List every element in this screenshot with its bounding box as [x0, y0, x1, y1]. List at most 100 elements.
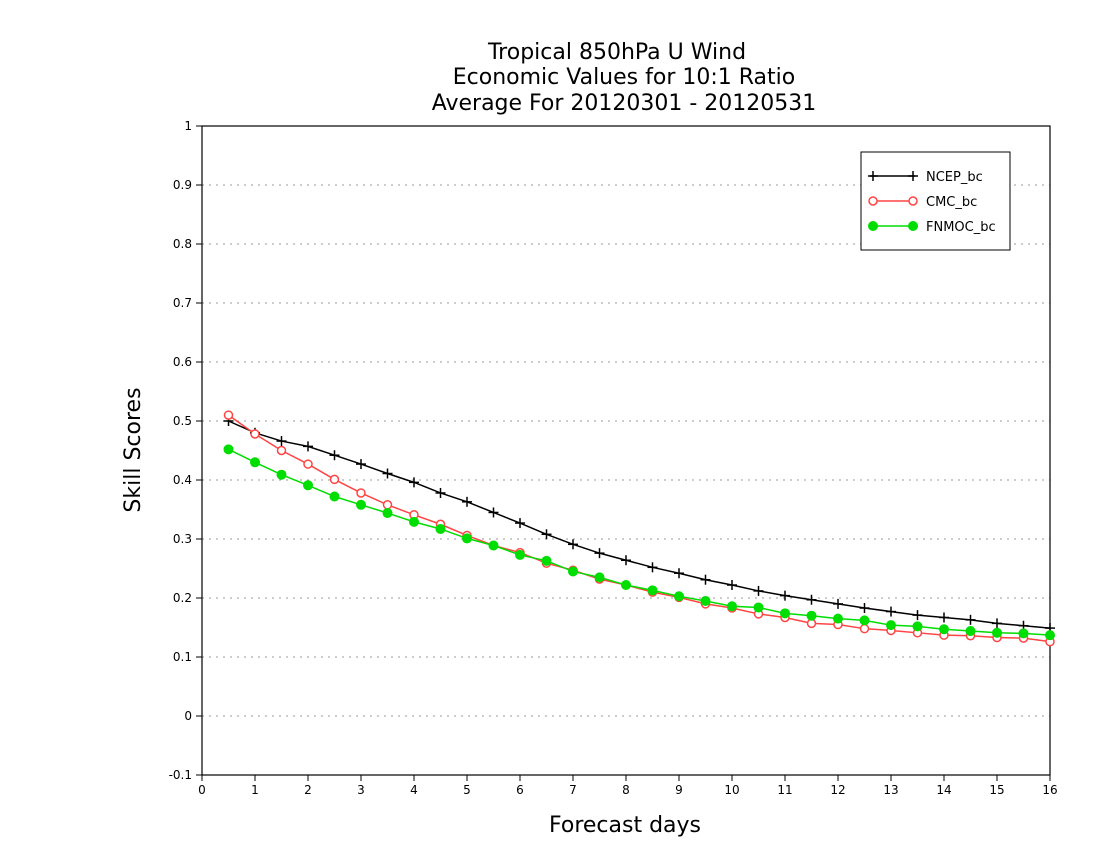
y-tick-label: 0.9	[173, 178, 192, 192]
series-ncep-bc	[223, 416, 1055, 634]
legend-marker-fnmoc-bc	[868, 221, 878, 231]
data-point-ncep-bc	[647, 562, 658, 573]
data-point-fnmoc-bc	[462, 533, 472, 544]
data-point-ncep-bc	[515, 518, 525, 529]
data-point-ncep-bc	[700, 574, 711, 585]
data-point-ncep-bc	[621, 555, 631, 566]
x-tick-label: 15	[989, 783, 1004, 797]
y-tick-label: 0.6	[173, 355, 192, 369]
data-point-fnmoc-bc	[647, 585, 658, 596]
data-point-fnmoc-bc	[515, 549, 525, 560]
x-tick-label: 5	[463, 783, 471, 797]
data-point-fnmoc-bc	[700, 595, 711, 606]
x-tick-label: 9	[675, 783, 683, 797]
data-point-fnmoc-bc	[303, 480, 313, 491]
x-tick-label: 14	[936, 783, 951, 797]
data-point-fnmoc-bc	[859, 615, 870, 626]
data-point-ncep-bc	[382, 468, 393, 479]
series-line-cmc-bc	[228, 414, 1051, 643]
y-tick-label: 0.7	[173, 296, 192, 310]
data-point-fnmoc-bc	[753, 602, 764, 613]
legend: NCEP_bc CMC_bc FNMOC_bc	[860, 151, 1011, 251]
data-point-ncep-bc	[727, 580, 737, 591]
data-point-fnmoc-bc	[276, 469, 287, 480]
x-tick-label: 2	[304, 783, 312, 797]
data-point-ncep-bc	[992, 618, 1002, 629]
y-tick-label: 0.2	[173, 591, 192, 605]
legend-marker-ncep-bc	[908, 171, 918, 181]
chart-title: Tropical 850hPa U Wind Economic Values f…	[432, 40, 817, 116]
data-point-fnmoc-bc	[488, 540, 499, 551]
legend-marker-cmc-bc	[868, 196, 878, 206]
series-line-ncep-bc	[228, 420, 1051, 629]
x-tick-label: 16	[1042, 783, 1057, 797]
data-point-fnmoc-bc	[250, 457, 260, 468]
data-point-cmc-bc	[303, 459, 313, 469]
data-point-ncep-bc	[806, 594, 817, 605]
data-point-fnmoc-bc	[541, 555, 552, 566]
data-point-fnmoc-bc	[833, 613, 843, 624]
data-point-cmc-bc	[223, 410, 234, 420]
x-tick-label: 8	[622, 783, 630, 797]
data-point-ncep-bc	[409, 477, 419, 488]
axis-ticks: -0.100.10.20.30.40.50.60.70.80.910 1 2 3 4 5 6…	[169, 119, 1058, 797]
data-point-ncep-bc	[939, 612, 949, 623]
y-tick-label: 0	[184, 709, 192, 723]
data-point-cmc-bc	[382, 500, 393, 510]
data-point-ncep-bc	[488, 507, 499, 518]
data-point-fnmoc-bc	[1018, 628, 1029, 639]
data-point-ncep-bc	[276, 436, 287, 447]
legend-label-cmc-bc: CMC_bc	[926, 195, 977, 210]
legend-marker-fnmoc-bc	[908, 221, 918, 231]
data-point-ncep-bc	[912, 610, 923, 621]
data-point-fnmoc-bc	[674, 591, 684, 602]
data-point-ncep-bc	[356, 459, 366, 470]
data-point-fnmoc-bc	[806, 610, 817, 621]
series-layer	[223, 410, 1055, 647]
y-tick-label: -0.1	[169, 768, 192, 782]
legend-marker-cmc-bc	[908, 196, 918, 206]
data-point-cmc-bc	[859, 623, 870, 634]
data-point-fnmoc-bc	[223, 444, 234, 455]
x-tick-label: 0	[198, 783, 206, 797]
y-tick-label: 0.4	[173, 473, 192, 487]
data-point-fnmoc-bc	[435, 523, 446, 534]
data-point-fnmoc-bc	[992, 627, 1002, 638]
data-point-fnmoc-bc	[886, 620, 896, 631]
data-point-cmc-bc	[250, 429, 260, 439]
data-point-ncep-bc	[780, 590, 790, 601]
data-point-ncep-bc	[541, 529, 552, 540]
legend-item-ncep-bc: NCEP_bc	[868, 170, 983, 185]
y-tick-label: 0.8	[173, 237, 192, 251]
legend-item-cmc-bc: CMC_bc	[868, 195, 977, 210]
data-point-fnmoc-bc	[568, 566, 578, 577]
data-point-ncep-bc	[329, 450, 340, 461]
chart-title-line-2: Economic Values for 10:1 Ratio	[453, 65, 795, 90]
x-tick-label: 11	[777, 783, 792, 797]
x-tick-label: 10	[724, 783, 739, 797]
legend-marker-ncep-bc	[868, 171, 878, 181]
data-point-fnmoc-bc	[780, 608, 790, 619]
legend-item-fnmoc-bc: FNMOC_bc	[868, 220, 996, 235]
data-point-ncep-bc	[435, 487, 446, 498]
y-axis-label: Skill Scores	[121, 387, 146, 512]
x-tick-label: 1	[251, 783, 259, 797]
x-tick-label: 6	[516, 783, 524, 797]
grid-lines	[202, 184, 1050, 717]
data-point-fnmoc-bc	[329, 491, 340, 502]
series-line-fnmoc-bc	[228, 448, 1051, 636]
data-point-fnmoc-bc	[594, 572, 605, 583]
y-tick-label: 0.3	[173, 532, 192, 546]
chart-title-line-1: Tropical 850hPa U Wind	[487, 40, 746, 65]
data-point-fnmoc-bc	[965, 626, 976, 637]
data-point-fnmoc-bc	[1045, 630, 1055, 641]
data-point-ncep-bc	[965, 614, 976, 625]
series-cmc-bc	[223, 410, 1055, 647]
data-point-ncep-bc	[886, 606, 896, 617]
data-point-ncep-bc	[303, 441, 313, 452]
y-tick-label: 0.1	[173, 650, 192, 664]
chart-title-line-3: Average For 20120301 - 20120531	[432, 91, 817, 116]
data-point-fnmoc-bc	[939, 624, 949, 635]
data-point-fnmoc-bc	[727, 601, 737, 612]
